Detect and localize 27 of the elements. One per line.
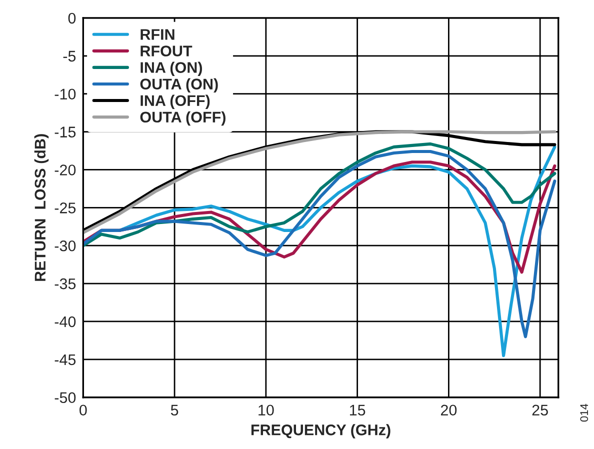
x-tick-label: 5: [170, 404, 178, 416]
x-tick-label: 0: [80, 404, 87, 416]
y-tick-label: -15: [54, 126, 76, 138]
legend-label: OUTA (OFF): [140, 111, 226, 126]
x-axis-title: FREQUENCY (GHz): [251, 424, 390, 438]
y-tick-label: -40: [54, 316, 76, 328]
y-axis-title: RETURN LOSS (dB): [34, 134, 49, 281]
y-tick-label: 0: [68, 12, 76, 24]
x-tick-label: 10: [258, 404, 274, 416]
x-tick-label: 20: [440, 404, 457, 416]
y-tick-label: -10: [54, 88, 76, 100]
y-tick-label: -5: [63, 50, 76, 62]
line-series: [83, 142, 556, 248]
text: 014: [580, 404, 588, 422]
y-tick-label: -30: [54, 240, 76, 252]
y-tick-label: -50: [54, 392, 76, 404]
y-tick-label: -20: [54, 164, 76, 176]
legend-label: RFOUT: [140, 46, 192, 56]
x-tick-label: 25: [532, 404, 548, 416]
legend-label: INA (OFF): [140, 94, 210, 110]
y-tick-label: -45: [54, 354, 76, 366]
x-tick-label: 15: [350, 404, 366, 416]
legend-label: INA (ON): [140, 62, 202, 76]
legend-label: OUTA (ON): [140, 78, 218, 92]
y-tick-label: -35: [54, 278, 76, 290]
legend-label: RFIN: [140, 29, 174, 40]
y-tick-label: -25: [54, 202, 76, 214]
